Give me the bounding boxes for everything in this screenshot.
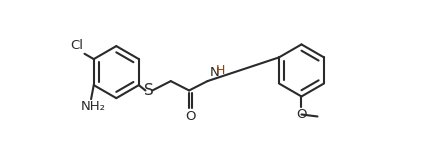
Text: S: S — [143, 83, 153, 98]
Text: O: O — [296, 108, 307, 122]
Text: O: O — [185, 110, 196, 123]
Text: H: H — [216, 64, 225, 77]
Text: NH₂: NH₂ — [80, 100, 105, 113]
Text: Cl: Cl — [70, 39, 83, 52]
Text: N: N — [210, 66, 219, 79]
